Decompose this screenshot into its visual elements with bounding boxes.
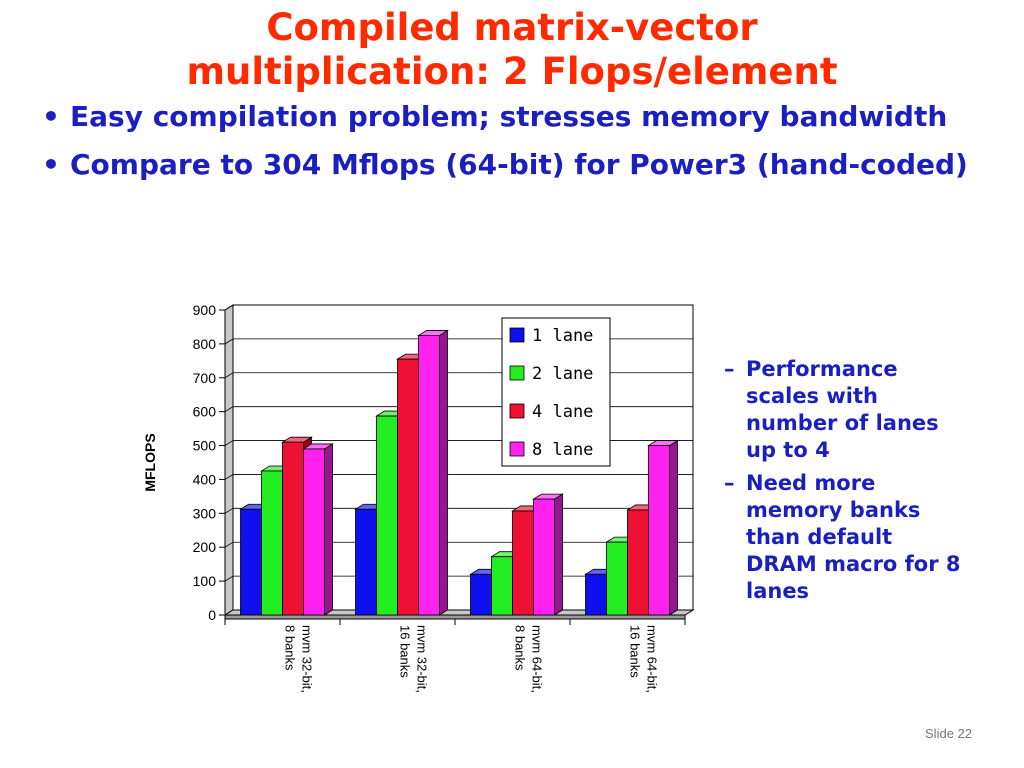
bar (303, 448, 325, 616)
side-bullet-text: Performance scales with number of lanes … (746, 357, 939, 462)
gridline (224, 304, 693, 311)
x-tick-label-line: 16 banks (398, 625, 413, 678)
slide-number: Slide 22 (925, 726, 972, 741)
dash-icon: – (724, 471, 735, 495)
chart-side-wall (224, 304, 234, 616)
x-tick-label-line: 8 banks (513, 625, 528, 671)
legend-swatch (509, 365, 525, 381)
bar (355, 508, 377, 616)
main-bullet-list: • Easy compilation problem; stresses mem… (42, 100, 992, 196)
y-tick-label: 400 (193, 471, 217, 487)
bar (261, 470, 283, 616)
y-axis-label: MFLOPS (142, 433, 158, 491)
x-tick-label-line: mvm 64-bit, (645, 625, 660, 693)
side-bullet-list: – Performance scales with number of lane… (724, 356, 964, 611)
bullet-text: Easy compilation problem; stresses memor… (70, 100, 948, 133)
bar (533, 498, 555, 616)
y-tick-label: 600 (193, 404, 217, 420)
legend-label: 2 lane (532, 364, 593, 384)
dash-icon: – (724, 357, 735, 381)
y-tick-label: 800 (193, 336, 217, 352)
legend-label: 8 lane (532, 440, 593, 460)
bar (418, 335, 440, 616)
chart-floor-front (224, 614, 686, 620)
y-tick-label: 0 (208, 607, 216, 623)
legend-swatch (509, 403, 525, 419)
bar-side (324, 443, 333, 616)
legend-label: 4 lane (532, 402, 593, 422)
bar-chart: 0 100 200 300 400 500 600 700 800 900 MFLOPS mvm 32… (130, 290, 710, 730)
y-tick-label: 900 (193, 302, 217, 318)
x-tick-label: mvm 64-bit,16 banks (628, 625, 660, 693)
gridline (224, 474, 693, 480)
bar (606, 541, 628, 616)
title-line-1: Compiled matrix-vector (266, 6, 758, 49)
x-tick-label: mvm 64-bit,8 banks (513, 625, 545, 693)
legend-box (501, 317, 611, 467)
y-tick-label: 700 (193, 370, 217, 386)
bar (648, 445, 670, 616)
y-tick-label: 200 (193, 539, 217, 555)
slide-title: Compiled matrix-vector multiplication: 2… (0, 6, 1024, 94)
x-tick-label-line: 8 banks (283, 625, 298, 671)
legend-swatch (509, 441, 525, 457)
bar-side (554, 493, 563, 616)
bar (585, 573, 607, 616)
bar (240, 508, 262, 616)
legend-swatch (509, 327, 525, 343)
y-tick-label: 500 (193, 438, 217, 454)
x-tick-label-line: mvm 64-bit, (530, 625, 545, 693)
side-bullet-item: – Need more memory banks than default DR… (724, 470, 964, 605)
bar (282, 441, 304, 616)
bar (470, 573, 492, 616)
bullet-item: • Easy compilation problem; stresses mem… (42, 100, 992, 134)
x-tick-label-line: 16 banks (628, 625, 643, 678)
side-bullet-text: Need more memory banks than default DRAM… (746, 471, 961, 603)
title-line-2: multiplication: 2 Flops/element (186, 50, 838, 93)
bar-side (439, 329, 448, 616)
bar (491, 556, 513, 616)
y-tick-label: 100 (193, 573, 217, 589)
chart-svg: 0 100 200 300 400 500 600 700 800 900 MFLOPS mvm 32… (142, 302, 695, 693)
legend-label: 1 lane (532, 326, 593, 346)
x-tick-label-line: mvm 32-bit, (415, 625, 430, 693)
x-tick-label: mvm 32-bit,8 banks (283, 625, 315, 693)
side-bullet-item: – Performance scales with number of lane… (724, 356, 964, 464)
x-tick-label: mvm 32-bit,16 banks (398, 625, 430, 693)
bullet-item: • Compare to 304 Mflops (64-bit) for Pow… (42, 148, 992, 182)
bar (627, 509, 649, 616)
bar-side (669, 439, 678, 616)
y-tick-label: 300 (193, 505, 217, 521)
bar (397, 358, 419, 616)
bullet-dot-icon: • (42, 148, 60, 181)
x-tick-label-line: mvm 32-bit, (300, 625, 315, 693)
bar (376, 415, 398, 616)
bar (512, 510, 534, 616)
bullet-dot-icon: • (42, 100, 60, 133)
bullet-text: Compare to 304 Mflops (64-bit) for Power… (70, 148, 968, 181)
